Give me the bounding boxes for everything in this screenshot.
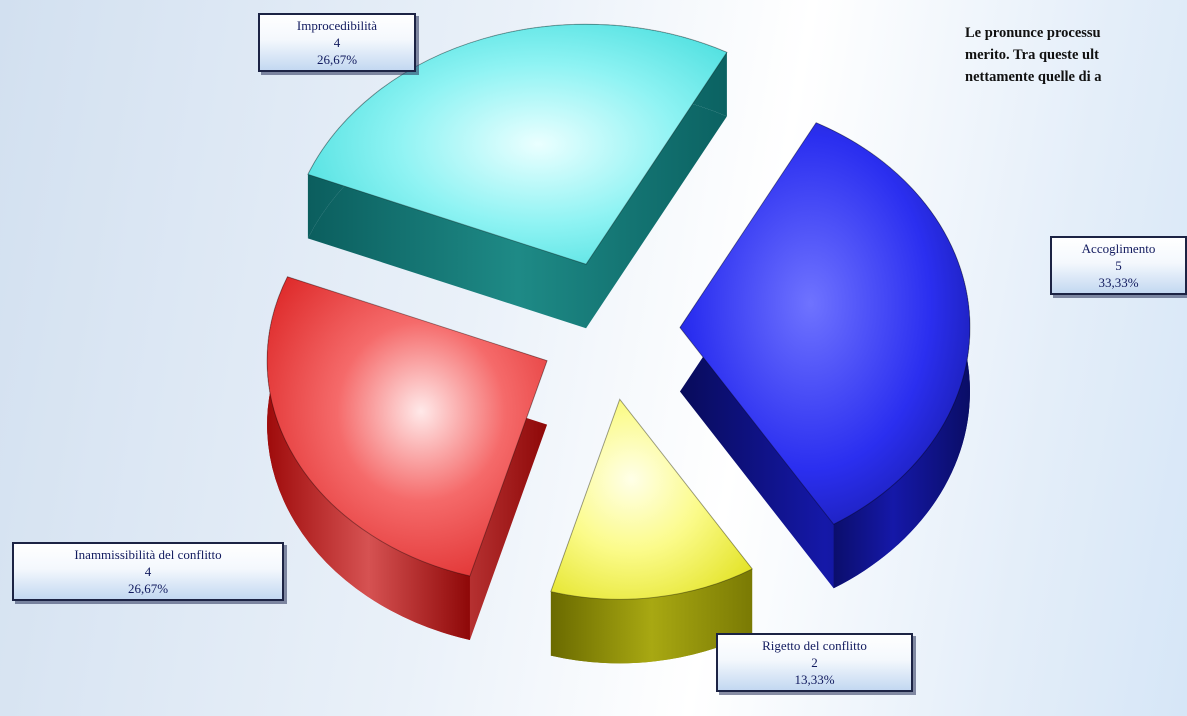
label-category: Inammissibilità del conflitto (74, 547, 222, 562)
slice-wall (550, 568, 753, 664)
label-value: 5 (1115, 258, 1122, 273)
slice-top (679, 122, 971, 525)
pie-slice-accoglimento (679, 122, 971, 589)
label-value: 2 (811, 655, 818, 670)
slice-top (266, 276, 548, 577)
pie-slice-inammissibilita (266, 276, 548, 641)
label-percent: 13,33% (794, 672, 835, 687)
label-category: Improcedibilità (296, 18, 378, 33)
data-label-rigetto: Rigetto del conflitto 2 13,33% (716, 633, 913, 692)
label-percent: 33,33% (1098, 275, 1139, 290)
label-category: Accoglimento (1081, 241, 1156, 256)
data-label-improcedibilita: Improcedibilità 4 26,67% (258, 13, 416, 72)
label-value: 4 (144, 564, 152, 579)
label-category: Rigetto del conflitto (762, 638, 867, 653)
slice-top (307, 23, 728, 265)
slice-wall (267, 276, 470, 641)
description-line: nettamente quelle di a (965, 69, 1102, 85)
data-label-accoglimento: Accoglimento 5 33,33% (1050, 236, 1187, 295)
pie-slice-rigetto (550, 398, 753, 664)
description-line: Le pronunce processu (965, 25, 1101, 41)
pie-slice-improcedibilita (307, 23, 728, 329)
label-percent: 26,67% (316, 52, 358, 67)
description-text: Le pronunce processu merito. Tra queste … (965, 22, 1187, 112)
data-label-inammissibilita: Inammissibilità del conflitto 4 26,67% (12, 542, 284, 601)
label-percent: 26,67% (127, 581, 169, 596)
label-value: 4 (333, 35, 341, 50)
description-line: merito. Tra queste ult (965, 47, 1099, 63)
slice-top (550, 398, 753, 600)
